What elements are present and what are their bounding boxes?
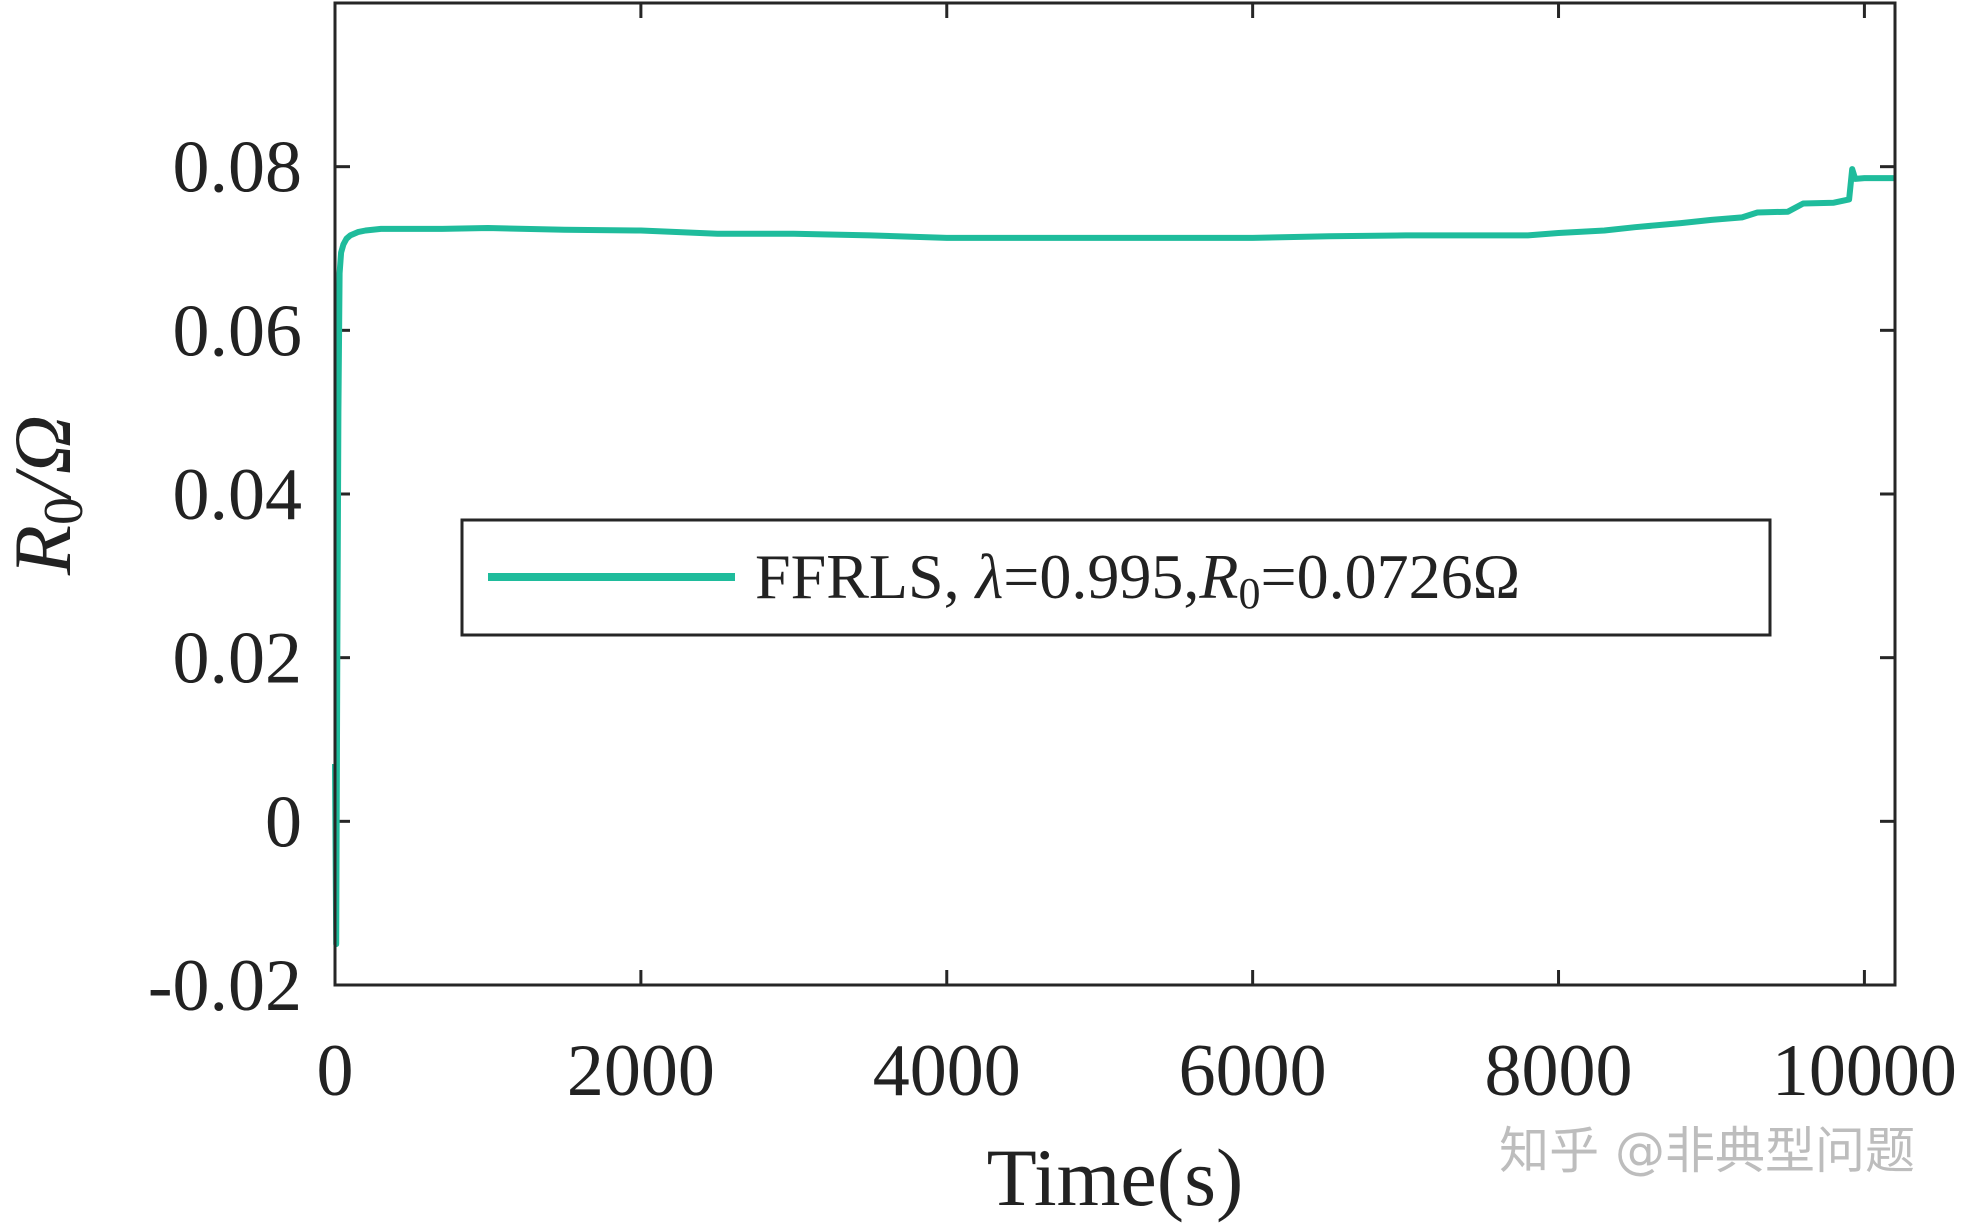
y-axis-ticks: -0.02 0 0.02 0.04 0.06 0.08	[148, 127, 1895, 1027]
y-tick-label: 0	[265, 781, 302, 863]
x-tick-label: 2000	[567, 1030, 715, 1112]
series-line	[332, 166, 1895, 948]
x-axis-ticks: 0 2000 4000 6000 8000 10000	[317, 3, 1957, 1112]
x-tick-label: 8000	[1485, 1030, 1633, 1112]
plot-frame	[333, 1, 1897, 987]
y-tick-label: 0.04	[173, 454, 303, 536]
legend: FFRLS, λ=0.995,R0=0.0726Ω	[460, 518, 1772, 637]
x-tick-label: 10000	[1772, 1030, 1957, 1112]
watermark: 知乎 @非典型问题	[1499, 1122, 1915, 1180]
y-tick-label: -0.02	[148, 945, 302, 1027]
x-tick-label: 4000	[873, 1030, 1021, 1112]
y-tick-label: 0.02	[173, 618, 303, 700]
legend-label: FFRLS, λ=0.995,R0=0.0726Ω	[755, 541, 1520, 618]
x-tick-label: 0	[317, 1030, 354, 1112]
x-tick-label: 6000	[1179, 1030, 1327, 1112]
x-axis-title: Time(s)	[987, 1132, 1244, 1223]
y-axis-title: R0/Ω	[0, 415, 95, 576]
series-layer	[332, 166, 1895, 948]
y-tick-label: 0.06	[173, 290, 303, 372]
y-tick-label: 0.08	[173, 127, 303, 209]
